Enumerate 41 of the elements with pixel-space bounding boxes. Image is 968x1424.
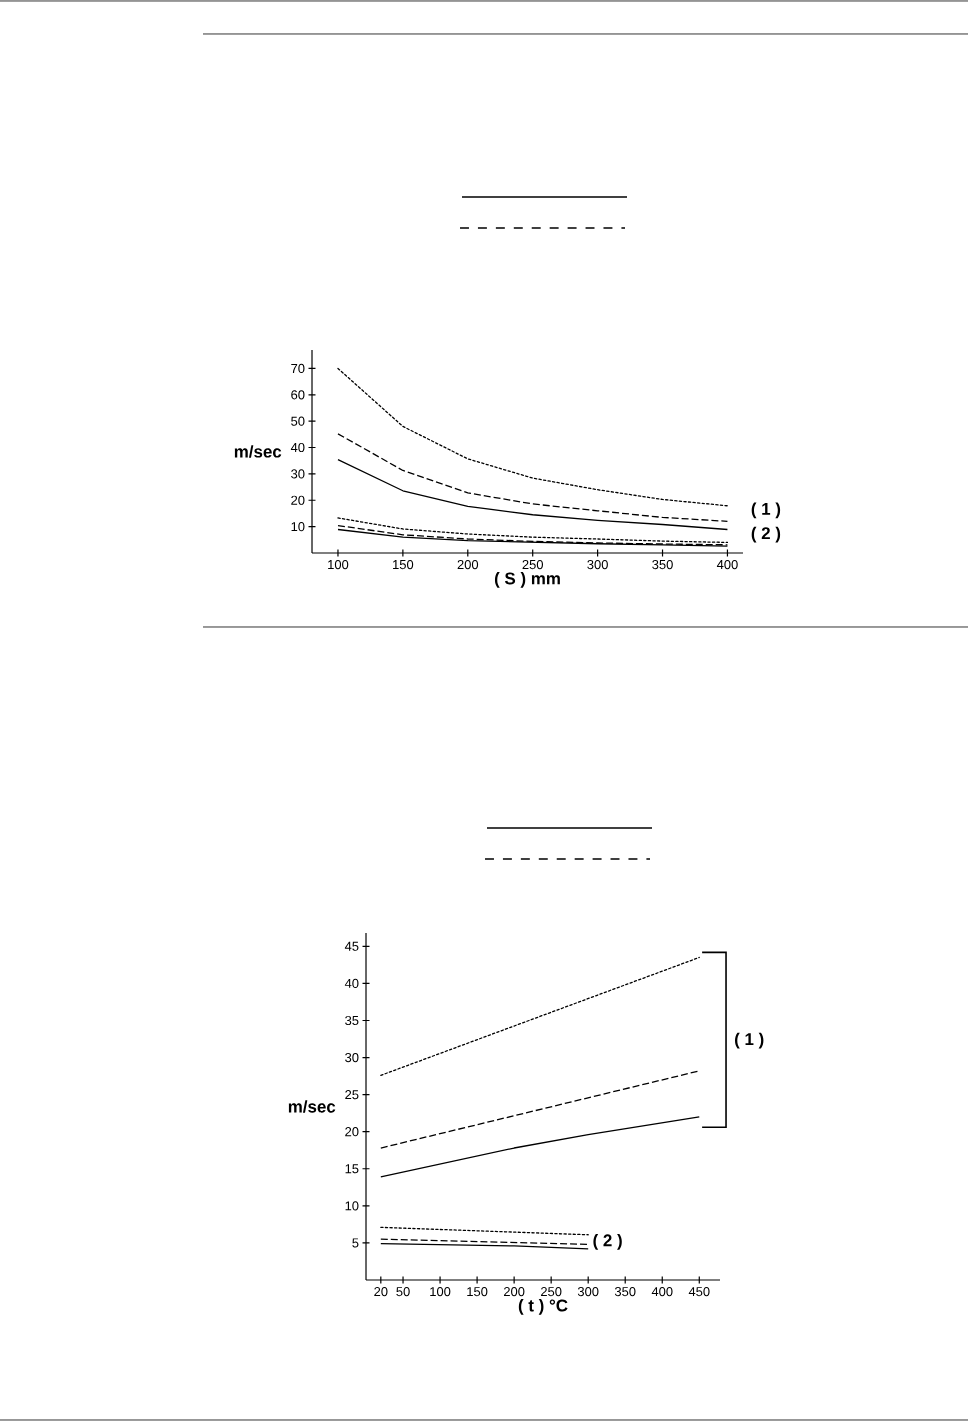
y-tick-label: 20 (345, 1127, 359, 1137)
x-tick-label: 20 (374, 1287, 388, 1297)
x-axis-title: ( S ) mm (494, 572, 560, 588)
y-tick-label: 30 (345, 1052, 359, 1063)
x-tick-label: 350 (652, 559, 673, 570)
x-tick-label: 250 (522, 559, 544, 570)
x-tick-label: 300 (587, 559, 608, 570)
y-tick-label: 5 (352, 1238, 359, 1248)
x-axis-title: ( t ) °C (518, 1299, 568, 1315)
x-tick-label: 200 (503, 1287, 525, 1297)
annotation: ( 2 ) (593, 1233, 622, 1250)
x-tick-label: 150 (467, 1287, 488, 1297)
y-tick-label: 20 (291, 495, 305, 505)
x-tick-label: 150 (393, 559, 414, 570)
x-tick-label: 400 (651, 1287, 673, 1297)
y-tick-label: 25 (345, 1090, 359, 1100)
text: ( 1 ) (751, 502, 781, 519)
y-tick-label: 15 (345, 1164, 359, 1174)
x-tick-label: 400 (716, 559, 738, 570)
x-tick-label: 200 (457, 559, 479, 570)
x-tick-label: 300 (577, 1287, 599, 1297)
text: ( 2 ) (751, 526, 781, 543)
text: ( 1 ) (735, 1032, 764, 1049)
y-tick-label: 45 (344, 941, 359, 951)
y-tick-label: 40 (290, 442, 305, 453)
y-tick-label: 10 (345, 1201, 359, 1211)
y-tick-label: 10 (291, 522, 305, 532)
y-tick-label: 60 (291, 390, 305, 400)
y-tick-label: 70 (291, 363, 305, 374)
y-axis-title: m/sec (288, 1100, 336, 1113)
x-tick-label: 450 (688, 1287, 710, 1297)
x-tick-label: 50 (396, 1287, 410, 1297)
y-axis-title: m/sec (234, 445, 282, 458)
x-tick-label: 100 (328, 559, 349, 570)
x-tick-label: 250 (541, 1287, 562, 1297)
y-tick-label: 50 (291, 416, 305, 426)
x-tick-label: 100 (430, 1287, 451, 1297)
y-tick-label: 40 (344, 978, 359, 988)
y-tick-label: 30 (291, 469, 305, 479)
x-tick-label: 350 (614, 1287, 636, 1297)
y-tick-label: 35 (345, 1015, 359, 1026)
